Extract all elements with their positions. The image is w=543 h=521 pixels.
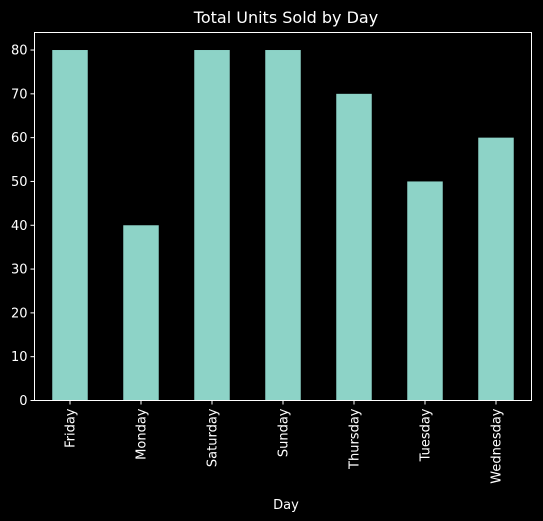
x-tick-label: Monday [135, 408, 150, 460]
x-tick-label: Saturday [206, 408, 221, 467]
bar-friday [52, 50, 88, 401]
y-tick-label: 80 [11, 44, 28, 59]
x-tick-label: Wednesday [490, 408, 505, 484]
y-tick-label: 0 [19, 394, 27, 409]
x-tick-label: Thursday [348, 408, 363, 470]
y-tick-label: 50 [11, 175, 28, 190]
x-tick-label: Friday [64, 408, 79, 448]
axis-ticks-group: Friday Monday Saturday Sunday Thursday Tuesda… [11, 44, 505, 484]
y-tick-label: 30 [11, 263, 28, 278]
bar-saturday [194, 50, 230, 401]
bar-monday [123, 225, 159, 401]
y-tick-label: 10 [11, 350, 28, 365]
chart-title: Total Units Sold by Day [193, 8, 378, 27]
bar-tuesday [407, 181, 443, 401]
y-tick-label: 70 [11, 87, 28, 102]
y-tick-label: 40 [11, 219, 28, 234]
y-tick-label: 20 [11, 306, 28, 321]
x-axis-label: Day [273, 498, 299, 513]
bar-thursday [336, 93, 372, 401]
x-tick-label: Sunday [277, 408, 292, 457]
bar-sunday [265, 50, 301, 401]
y-tick-label: 60 [11, 131, 28, 146]
bar-wednesday [478, 137, 514, 401]
x-tick-label: Tuesday [419, 408, 434, 462]
bars-group [52, 50, 514, 401]
